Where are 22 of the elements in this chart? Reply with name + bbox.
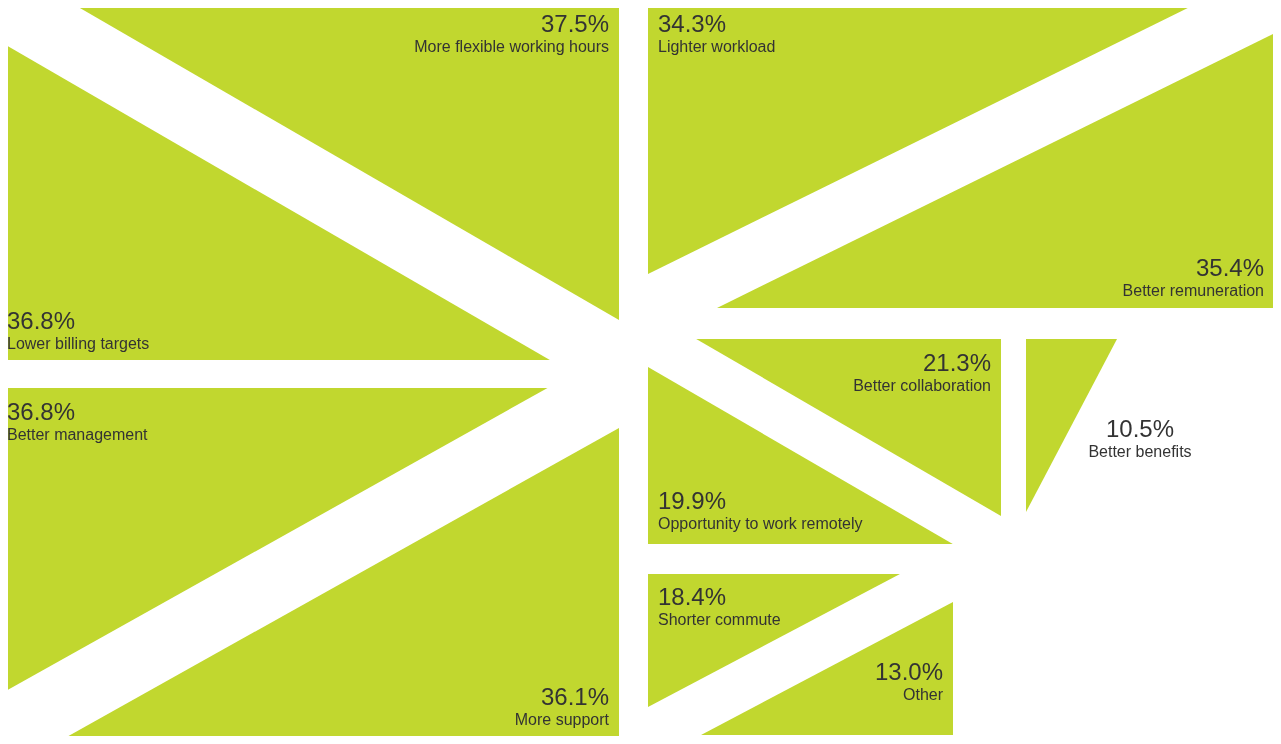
data-label: 36.8% — [7, 398, 76, 425]
category-label: Shorter commute — [658, 611, 781, 628]
data-label: 18.4% — [658, 583, 727, 610]
category-label: More support — [514, 711, 610, 728]
category-label: Better remuneration — [1122, 282, 1264, 299]
data-label: 34.3% — [658, 10, 727, 37]
category-label: Better management — [7, 426, 149, 443]
category-label: Lower billing targets — [7, 335, 150, 352]
data-label: 36.1% — [540, 683, 609, 710]
data-label: 37.5% — [540, 10, 609, 37]
data-label: 36.8% — [7, 307, 76, 334]
data-label: 35.4% — [1195, 254, 1264, 281]
data-label: 13.0% — [874, 658, 943, 685]
category-label: Other — [902, 686, 944, 703]
category-label: Better benefits — [1088, 443, 1192, 460]
category-label: Better collaboration — [853, 377, 991, 394]
category-label: Opportunity to work remotely — [658, 515, 863, 532]
data-label: 10.5% — [1105, 415, 1175, 442]
data-label: 21.3% — [922, 349, 991, 376]
category-label: More flexible working hours — [414, 38, 609, 55]
data-label: 19.9% — [658, 487, 727, 514]
category-label: Lighter workload — [658, 38, 776, 55]
